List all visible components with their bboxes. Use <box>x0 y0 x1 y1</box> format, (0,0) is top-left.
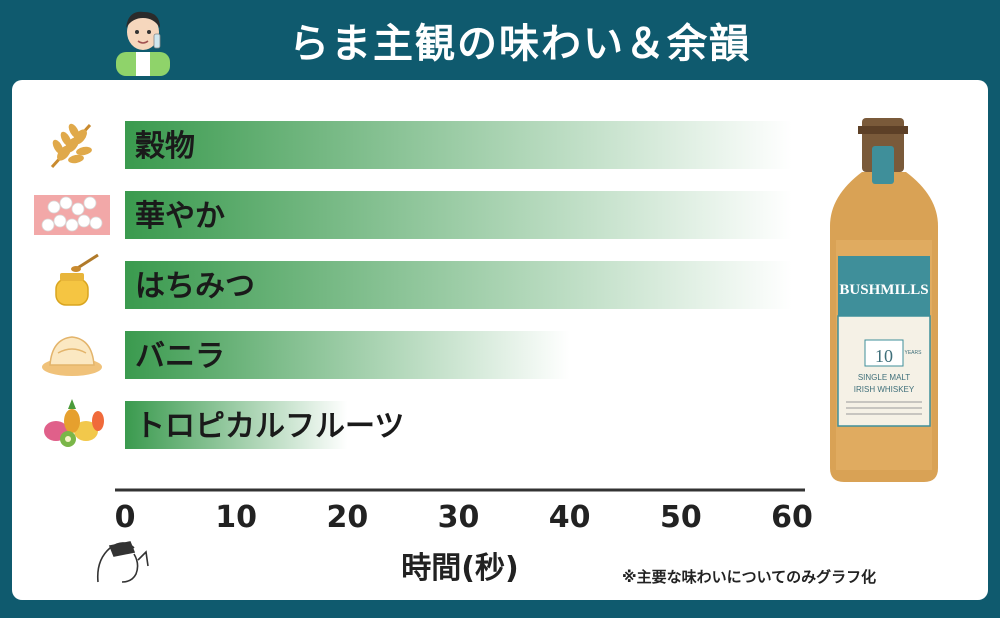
bar-3 <box>125 261 792 309</box>
header-bar: らま主観の味わい＆余韻 <box>0 0 1000 80</box>
flower-icon <box>34 195 110 235</box>
x-tick-label: 60 <box>771 500 813 535</box>
taster-icon <box>96 541 149 583</box>
grain-icon <box>50 123 92 169</box>
avatar-icon <box>116 11 170 76</box>
bar-1 <box>125 121 792 169</box>
bottle-line2-text: IRISH WHISKEY <box>854 385 915 394</box>
x-tick-label: 10 <box>215 500 257 535</box>
bar-label-3: はちみつ <box>135 269 255 304</box>
bottle-age-text: 10 <box>875 346 893 366</box>
bar-label-1: 穀物 <box>135 129 195 164</box>
x-tick-label: 20 <box>326 500 368 535</box>
bottle-brand-text: BUSHMILLS <box>839 282 928 298</box>
x-tick-label: 30 <box>438 500 480 535</box>
bar-2 <box>125 191 792 239</box>
vanilla-icon <box>42 336 102 376</box>
bottle-line1-text: SINGLE MALT <box>858 373 910 382</box>
x-tick-label: 50 <box>660 500 702 535</box>
bar-5 <box>125 401 348 449</box>
x-tick-label: 0 <box>115 500 136 535</box>
x-tick-label: 40 <box>549 500 591 535</box>
bar-label-4: バニラ <box>135 339 225 374</box>
whiskey-bottle-image <box>830 118 938 482</box>
page-title: らま主観の味わい＆余韻 <box>289 21 751 67</box>
honey-icon <box>55 253 99 306</box>
tropical-fruit-icon <box>44 399 104 447</box>
chart-footnote: ※主要な味わいについてのみグラフ化 <box>622 568 877 586</box>
bottle-age-label-text: YEARS <box>905 350 923 356</box>
bar-label-5: トロピカルフルーツ <box>135 409 404 444</box>
bar-label-2: 華やか <box>135 199 225 234</box>
x-axis-label: 時間(秒) <box>401 551 518 586</box>
bar-4 <box>125 331 570 379</box>
